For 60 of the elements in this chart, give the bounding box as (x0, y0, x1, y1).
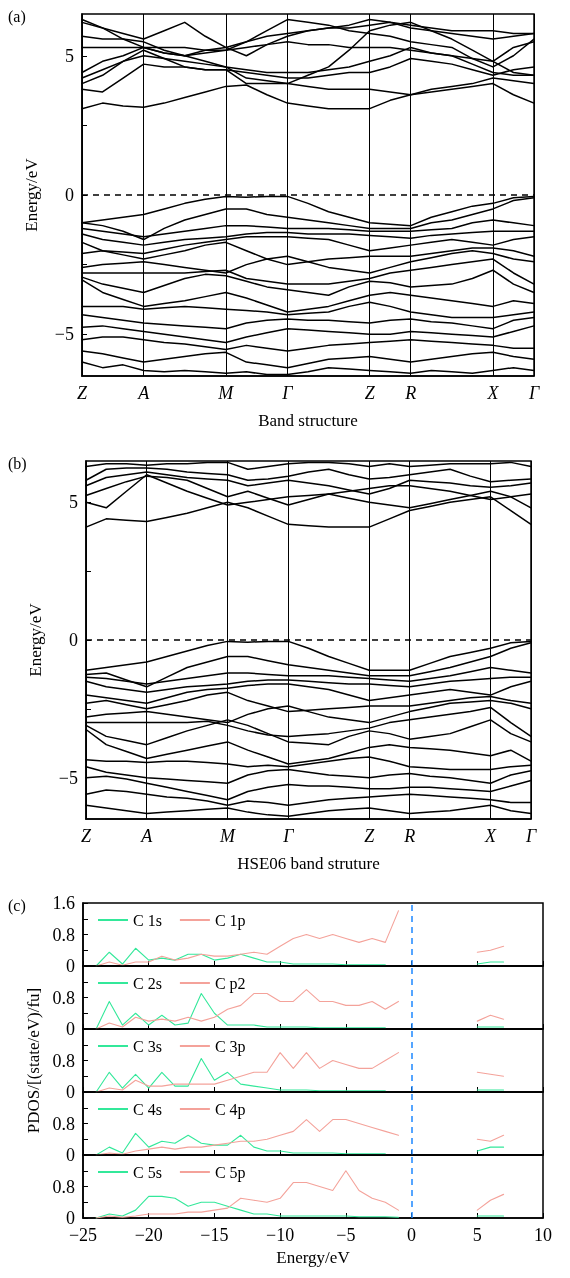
x-tick-label: Γ (527, 383, 540, 403)
x-tick-label: X (486, 383, 500, 403)
legend-label: C 1s (133, 911, 162, 929)
x-tick-label: Z (80, 826, 92, 846)
y-tick-label: 0 (65, 185, 74, 205)
y-tick-label: 1.6 (52, 893, 75, 913)
x-tick-label: Γ (524, 826, 537, 846)
legend-label: C p2 (214, 974, 246, 993)
x-tick-label: −25 (68, 1225, 98, 1245)
y-tick-label: 0 (66, 1082, 75, 1102)
text: (c) (8, 896, 26, 915)
text: (b) (8, 454, 27, 473)
x-tick-label: M (219, 826, 237, 846)
y-tick-label: −5 (54, 324, 74, 345)
x-axis-title: Band structure (258, 411, 358, 430)
y-tick-label: 0.8 (52, 1176, 75, 1197)
y-tick-label: 0.8 (52, 924, 75, 945)
y-tick-label: 5 (69, 492, 78, 513)
legend-label: C 5p (214, 1163, 246, 1182)
legend-label: C 4p (214, 1100, 246, 1119)
x-tick-label: −15 (200, 1225, 229, 1245)
x-tick-label: 0 (407, 1225, 417, 1245)
legend-label: C 3s (133, 1037, 162, 1055)
x-tick-label: R (404, 383, 417, 403)
x-tick-label: −10 (266, 1225, 295, 1245)
legend-label: C 2s (133, 974, 162, 992)
x-tick-label: Z (364, 383, 376, 403)
y-tick-label: 0 (66, 1208, 75, 1228)
y-tick-label: 0.8 (52, 1113, 75, 1134)
legend-label: C 4s (133, 1100, 162, 1118)
y-axis-title: PDOS/[(state/eV)/fu] (23, 987, 43, 1134)
legend-label: C 3p (214, 1037, 246, 1056)
y-tick-label: 5 (65, 45, 74, 66)
x-tick-label: X (484, 826, 498, 846)
x-tick-label: A (137, 383, 151, 403)
x-tick-label: −5 (336, 1225, 356, 1245)
x-axis-title: Energy/eV (276, 1247, 351, 1267)
y-axis-title: Energy/eV (22, 157, 41, 232)
y-tick-label: 0.8 (52, 987, 75, 1008)
x-axis-title: HSE06 band struture (237, 854, 380, 873)
x-tick-label: M (217, 383, 235, 403)
x-tick-label: 5 (472, 1225, 482, 1245)
x-tick-label: Γ (281, 383, 294, 403)
y-tick-label: 0 (69, 630, 78, 650)
y-tick-label: −5 (58, 767, 78, 788)
x-tick-label: −20 (134, 1225, 163, 1245)
x-tick-label: Z (364, 826, 376, 846)
y-tick-label: 0.8 (52, 1050, 75, 1071)
x-tick-label: A (140, 826, 154, 846)
legend-label: C 5s (133, 1163, 162, 1181)
y-tick-label: 0 (66, 1145, 75, 1165)
x-tick-label: 10 (534, 1225, 552, 1245)
x-tick-label: Z (76, 383, 88, 403)
legend-label: C 1p (214, 911, 246, 930)
y-tick-label: 0 (66, 1019, 75, 1039)
text: (a) (8, 7, 26, 26)
y-axis-title: Energy/eV (26, 602, 45, 677)
x-tick-label: Γ (282, 826, 295, 846)
y-tick-label: 0 (66, 956, 75, 976)
x-tick-label: R (403, 826, 416, 846)
